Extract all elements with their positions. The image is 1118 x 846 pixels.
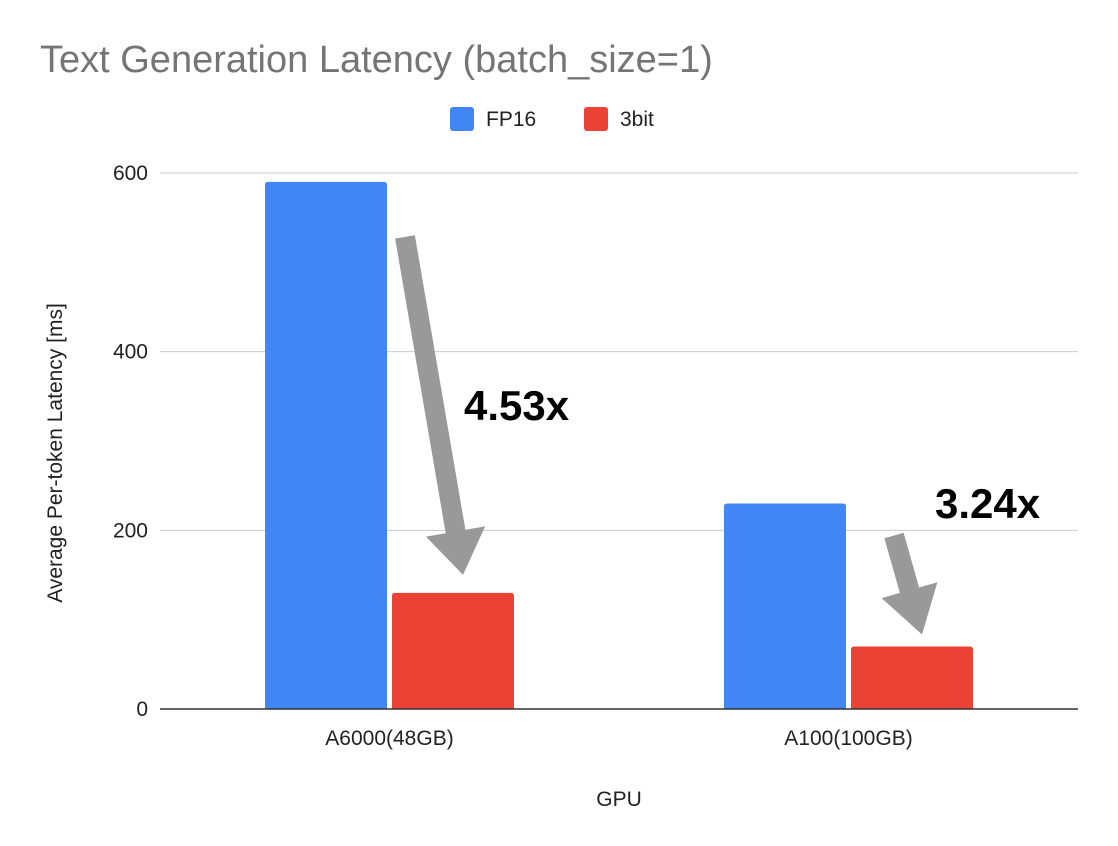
legend: FP16 3bit (450, 107, 654, 131)
x-tick-label: A100(100GB) (784, 727, 912, 750)
y-tick-label: 0 (136, 698, 148, 721)
x-tick-label: A6000(48GB) (325, 727, 453, 750)
legend-swatch-3bit (584, 107, 608, 131)
chart-title: Text Generation Latency (batch_size=1) (40, 39, 713, 81)
annotation-arrows (395, 235, 938, 635)
legend-label-3bit: 3bit (620, 108, 654, 131)
x-axis-ticks: A6000(48GB) A100(100GB) (325, 727, 912, 750)
bar-fp16-0 (265, 181, 387, 709)
legend-label-fp16: FP16 (486, 108, 536, 131)
y-axis-ticks: 0 200 400 600 (113, 162, 148, 721)
bar-3bit-1 (851, 646, 973, 709)
arrow-icon (881, 532, 938, 635)
annotation-label: 3.24x (935, 480, 1041, 527)
y-tick-label: 600 (113, 162, 148, 185)
bars (265, 181, 973, 709)
annotation-label: 4.53x (464, 382, 570, 429)
y-tick-label: 200 (113, 519, 148, 542)
y-axis-label: Average Per-token Latency [ms] (44, 303, 67, 603)
arrow-icon (395, 235, 486, 575)
y-tick-label: 400 (113, 341, 148, 364)
legend-swatch-fp16 (450, 107, 474, 131)
x-axis-label: GPU (596, 788, 642, 811)
annotations: 4.53x 3.24x (464, 382, 1041, 527)
bar-fp16-1 (724, 503, 846, 709)
bar-3bit-0 (392, 592, 514, 709)
